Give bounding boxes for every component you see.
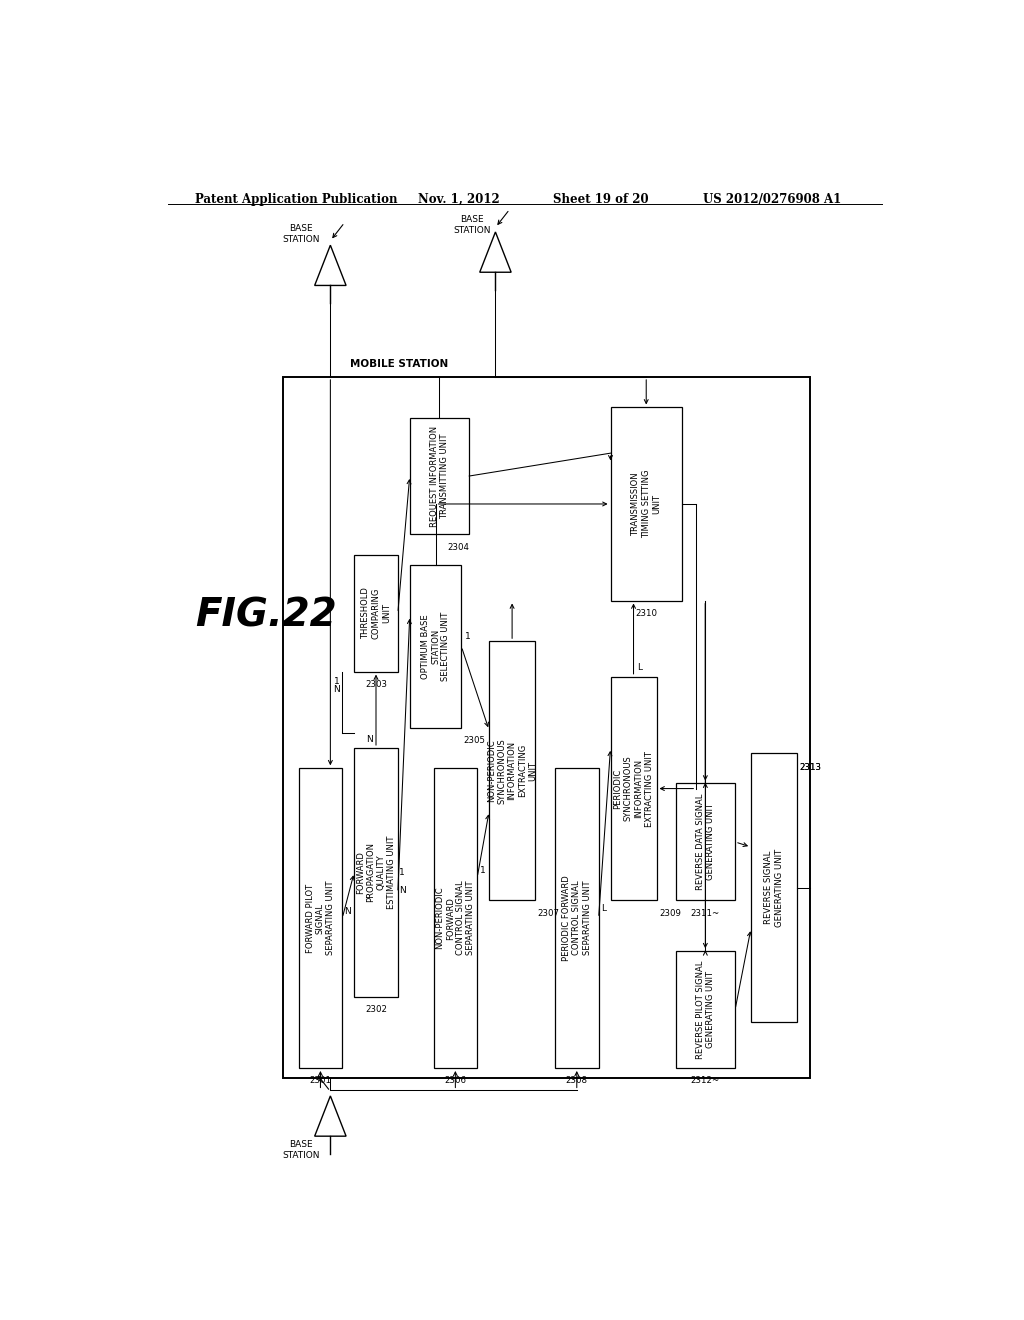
Text: N: N <box>366 735 373 744</box>
Text: REVERSE DATA SIGNAL
GENERATING UNIT: REVERSE DATA SIGNAL GENERATING UNIT <box>695 793 715 890</box>
Bar <box>433 768 477 1068</box>
Text: FORWARD
PROPAGATION
QUALITY
ESTIMATING UNIT: FORWARD PROPAGATION QUALITY ESTIMATING U… <box>356 836 396 909</box>
Text: 2306: 2306 <box>444 1076 466 1085</box>
Text: THRESHOLD
COMPARING
UNIT: THRESHOLD COMPARING UNIT <box>361 587 391 639</box>
Text: N: N <box>333 685 340 694</box>
Bar <box>610 677 656 900</box>
Text: 2313: 2313 <box>800 763 821 772</box>
Text: 2312~: 2312~ <box>691 1076 720 1085</box>
Text: 1: 1 <box>465 632 470 642</box>
Bar <box>751 752 797 1022</box>
Text: BASE
STATION: BASE STATION <box>283 224 319 244</box>
Bar <box>555 768 599 1068</box>
Bar <box>410 565 461 727</box>
Text: N: N <box>344 907 350 916</box>
Text: 2301: 2301 <box>309 1076 332 1085</box>
Text: BASE
STATION: BASE STATION <box>283 1140 319 1160</box>
Bar <box>410 417 469 535</box>
Text: 2310: 2310 <box>635 609 657 618</box>
Bar <box>676 952 735 1068</box>
Text: NON-PERIODIC
SYNCHRONOUS
INFORMATION
EXTRACTING
UNIT: NON-PERIODIC SYNCHRONOUS INFORMATION EXT… <box>486 738 538 804</box>
Text: OPTIMUM BASE
STATION
SELECTING UNIT: OPTIMUM BASE STATION SELECTING UNIT <box>421 611 451 681</box>
Bar <box>299 768 342 1068</box>
Text: REQUEST INFORMATION
TRANSMITTING UNIT: REQUEST INFORMATION TRANSMITTING UNIT <box>430 425 450 527</box>
Bar <box>283 378 811 1078</box>
Bar <box>676 784 735 900</box>
Text: FORWARD PILOT
SIGNAL
SEPARATING UNIT: FORWARD PILOT SIGNAL SEPARATING UNIT <box>305 880 335 956</box>
Text: PERIODIC
SYNCHRONOUS
INFORMATION
EXTRACTING UNIT: PERIODIC SYNCHRONOUS INFORMATION EXTRACT… <box>613 751 653 826</box>
Text: 2308: 2308 <box>566 1076 588 1085</box>
Text: BASE
STATION: BASE STATION <box>453 215 490 235</box>
Text: 2302: 2302 <box>365 1005 387 1014</box>
Text: 2307: 2307 <box>538 908 559 917</box>
Text: N: N <box>399 886 407 895</box>
Text: 2303: 2303 <box>365 680 387 689</box>
Text: NON-PERIODIC
FORWARD
CONTROL SIGNAL
SEPARATING UNIT: NON-PERIODIC FORWARD CONTROL SIGNAL SEPA… <box>435 880 475 956</box>
Text: 2309: 2309 <box>658 908 681 917</box>
Text: REVERSE PILOT SIGNAL
GENERATING UNIT: REVERSE PILOT SIGNAL GENERATING UNIT <box>695 961 715 1059</box>
Text: Patent Application Publication: Patent Application Publication <box>196 193 398 206</box>
Text: 1: 1 <box>479 866 485 875</box>
Text: Sheet 19 of 20: Sheet 19 of 20 <box>553 193 648 206</box>
Text: FIG.22: FIG.22 <box>196 597 337 635</box>
Bar <box>610 408 682 601</box>
Text: MOBILE STATION: MOBILE STATION <box>350 359 447 368</box>
Text: 1: 1 <box>399 869 406 876</box>
Text: US 2012/0276908 A1: US 2012/0276908 A1 <box>703 193 842 206</box>
Text: 1: 1 <box>334 677 340 686</box>
Text: 2305: 2305 <box>464 735 485 744</box>
Bar <box>489 642 536 900</box>
Text: L: L <box>638 663 642 672</box>
Text: 2304: 2304 <box>447 543 469 552</box>
Text: L: L <box>601 904 606 913</box>
Text: Nov. 1, 2012: Nov. 1, 2012 <box>418 193 500 206</box>
Text: 2311~: 2311~ <box>691 908 720 917</box>
Text: REVERSE SIGNAL
GENERATING UNIT: REVERSE SIGNAL GENERATING UNIT <box>764 849 783 927</box>
Bar <box>354 554 397 672</box>
Bar <box>354 748 397 997</box>
Text: 2313: 2313 <box>800 763 821 772</box>
Text: PERIODIC FORWARD
CONTROL SIGNAL
SEPARATING UNIT: PERIODIC FORWARD CONTROL SIGNAL SEPARATI… <box>562 875 592 961</box>
Text: TRANSMISSION
TIMING SETTING
UNIT: TRANSMISSION TIMING SETTING UNIT <box>632 470 662 539</box>
